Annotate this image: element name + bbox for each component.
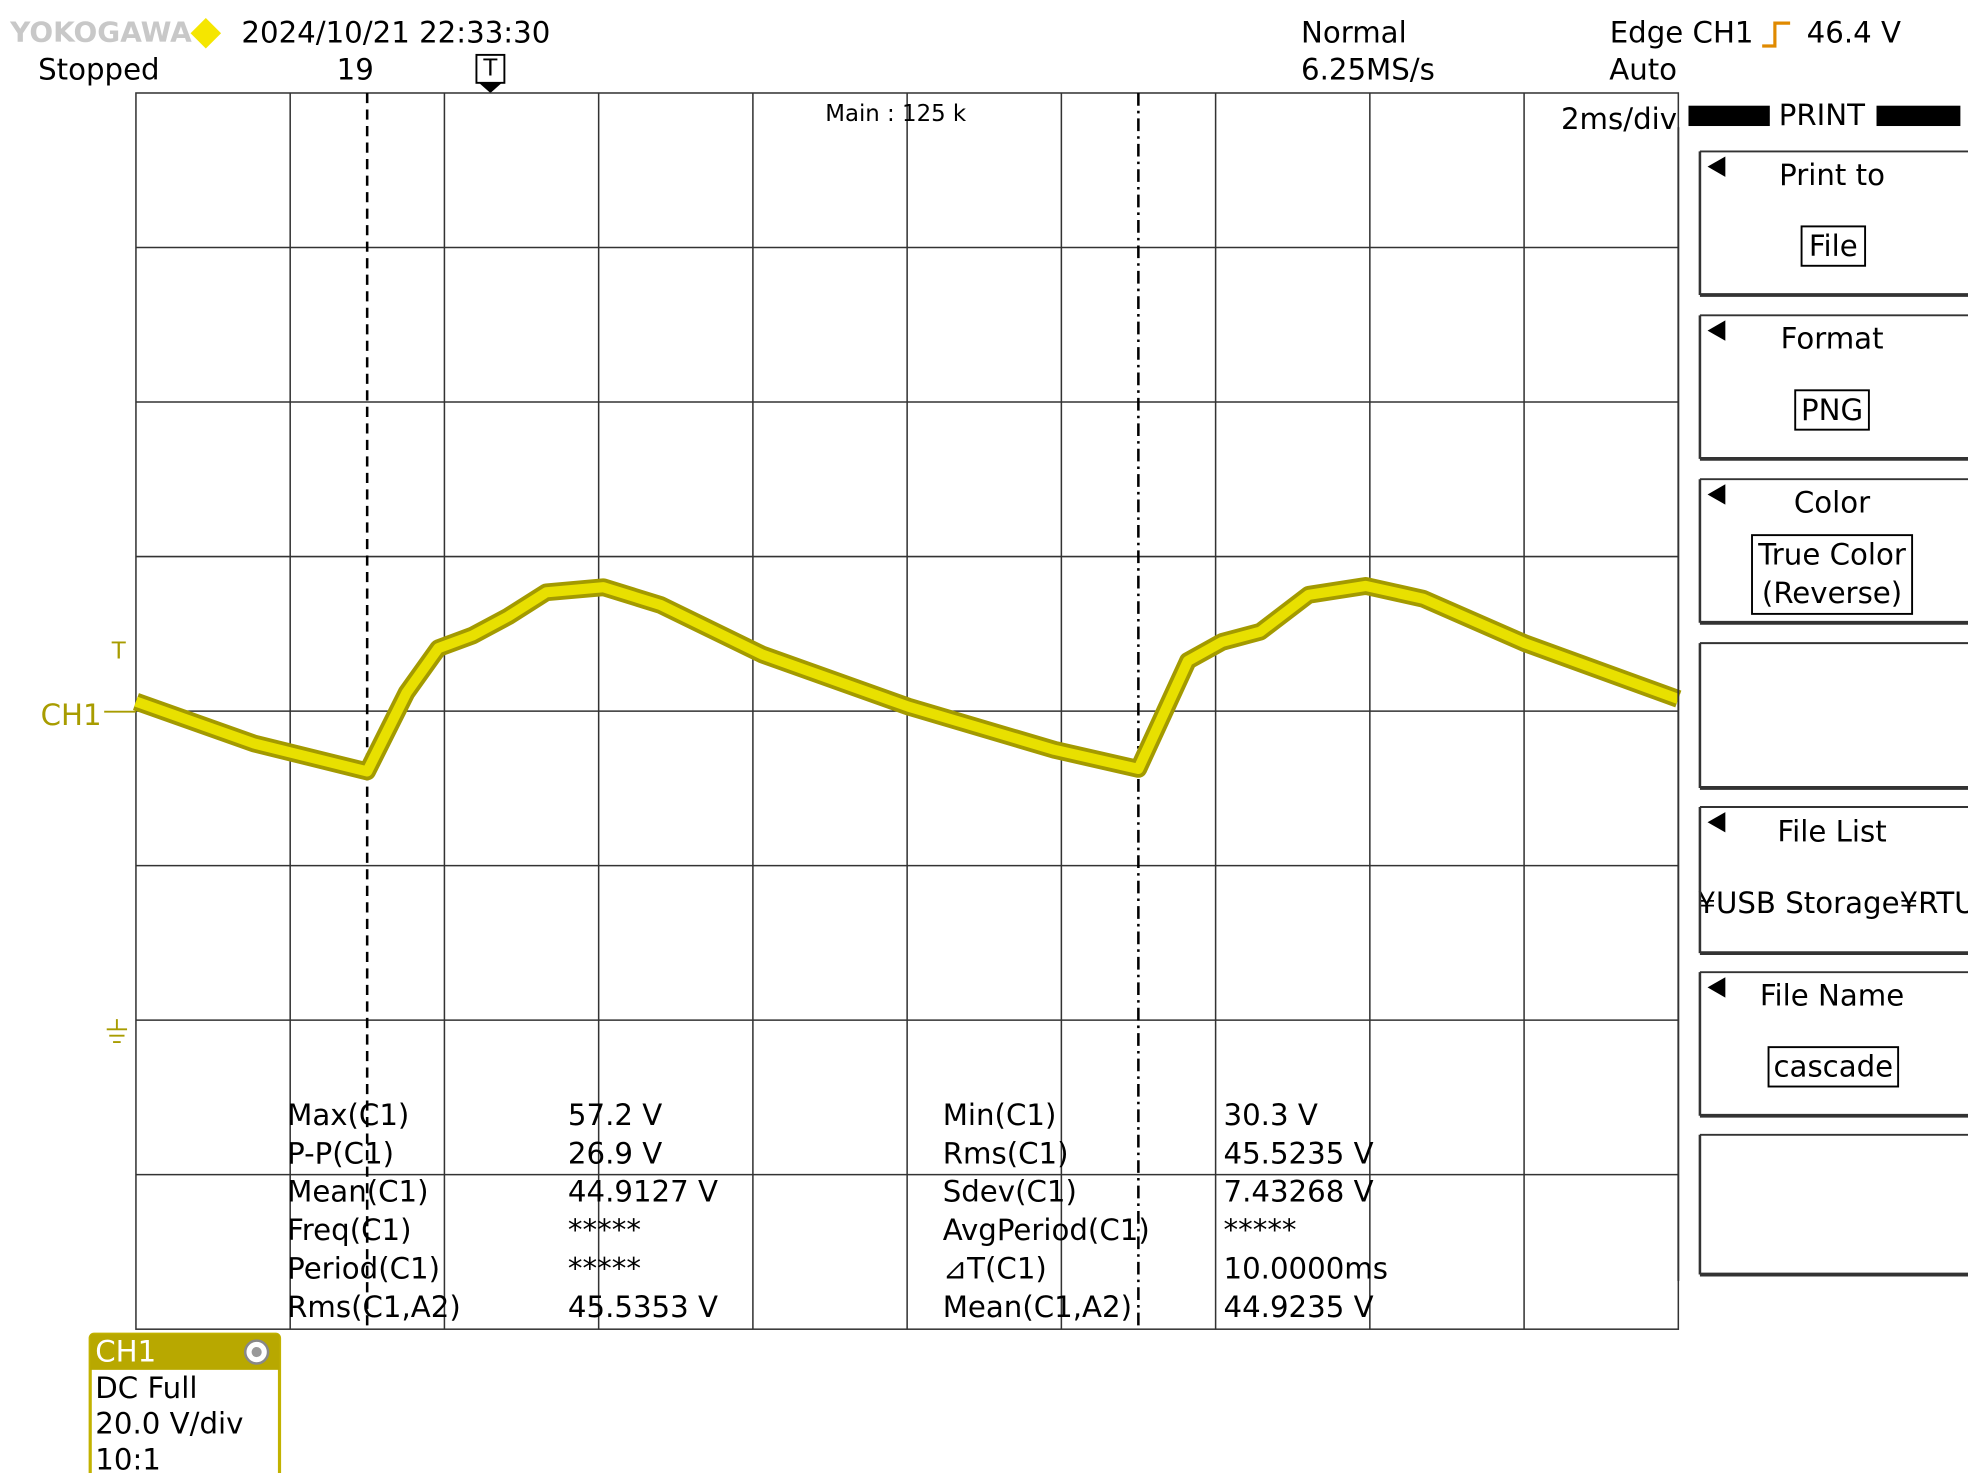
softkey-arrow: [1707, 977, 1726, 998]
trigger-source: Edge CH1: [1610, 16, 1754, 50]
value-box: [1751, 534, 1914, 615]
measure-value: 44.9235 V: [1223, 1290, 1373, 1324]
value-box: [1767, 1046, 1900, 1088]
measure-label: Rms(C1,A2): [287, 1290, 461, 1324]
softkey-arrow: [1707, 320, 1726, 341]
measure-label: AvgPeriod(C1): [943, 1213, 1150, 1247]
measure-label: ⊿T(C1): [943, 1251, 1047, 1285]
softkey-arrow: [1707, 484, 1726, 505]
edge-icon: [1762, 21, 1791, 48]
trigger-mode: Auto: [1609, 52, 1677, 86]
measure-value: 57.2 V: [568, 1098, 662, 1132]
measure-value: 7.43268 V: [1223, 1175, 1373, 1209]
channel-name: CH1: [95, 1334, 156, 1368]
file-name-label: File Name: [1760, 979, 1904, 1013]
ground-marker: [106, 1019, 128, 1044]
record-length: Main : 125 k: [825, 101, 967, 127]
measure-label: Max(C1): [287, 1098, 409, 1132]
measure-value: 45.5235 V: [1223, 1136, 1373, 1170]
measure-value: 26.9 V: [568, 1136, 662, 1170]
file-list-path: ¥USB Storage¥RTU: [1697, 886, 1968, 920]
measure-value: 30.3 V: [1223, 1098, 1317, 1132]
trigger-marker: T: [482, 55, 498, 81]
color-value: True Color: [1757, 538, 1907, 572]
waveform: [134, 580, 1681, 777]
status-icon: [190, 18, 222, 49]
measure-label: P-P(C1): [287, 1136, 394, 1170]
menu-bar-left: [1688, 105, 1770, 127]
probe: 10:1: [95, 1442, 161, 1473]
channel-icon-dot: [251, 1346, 262, 1358]
coupling: DC Full: [95, 1371, 197, 1405]
measure-label: Min(C1): [943, 1098, 1057, 1132]
measure-value: *****: [568, 1251, 641, 1285]
datetime: 2024/10/21 22:33:30: [241, 16, 550, 50]
print-to-value: File: [1809, 229, 1858, 263]
menu-panel: Print to File Format PNG Color True Colo…: [1697, 150, 1968, 1277]
brand: YOKOGAWA: [9, 15, 192, 48]
value-box: [1800, 225, 1867, 267]
measure-value: *****: [568, 1213, 641, 1247]
measure-value: *****: [1223, 1213, 1296, 1247]
acq-mode: Normal: [1301, 16, 1407, 50]
measure-label: Mean(C1): [287, 1175, 428, 1209]
measure-value: 45.5353 V: [568, 1290, 718, 1324]
color-label: Color: [1794, 486, 1871, 520]
softkey-arrow: [1707, 812, 1726, 833]
measure-label: Rms(C1): [943, 1136, 1069, 1170]
measure-label: Sdev(C1): [943, 1175, 1077, 1209]
print-to-label: Print to: [1779, 158, 1885, 192]
measure-value: 10.0000ms: [1223, 1251, 1388, 1285]
menu-title: PRINT: [1779, 98, 1865, 132]
acq-count: 19: [337, 52, 374, 86]
menu-bar-right: [1876, 105, 1961, 127]
trigger-level: 46.4 V: [1807, 16, 1901, 50]
measure-label: Period(C1): [287, 1251, 440, 1285]
softkey-arrow: [1707, 156, 1726, 177]
sample-rate: 6.25MS/s: [1301, 52, 1435, 86]
run-status: Stopped: [38, 52, 160, 86]
file-list-label: File List: [1777, 815, 1886, 849]
value-box: [1794, 389, 1870, 431]
measure-label: Mean(C1,A2): [943, 1290, 1132, 1324]
format-label: Format: [1781, 322, 1884, 356]
measurements: Max(C1) 57.2 V P-P(C1) 26.9 V Mean(C1) 44.912…: [287, 1098, 1388, 1324]
vertical-scale: 20.0 V/div: [95, 1407, 243, 1441]
format-value: PNG: [1801, 393, 1863, 427]
file-name-value: cascade: [1773, 1050, 1893, 1084]
channel-label: CH1: [41, 698, 102, 732]
measure-label: Freq(C1): [287, 1213, 411, 1247]
measure-value: 44.9127 V: [568, 1175, 718, 1209]
timebase: 2ms/div: [1561, 102, 1677, 136]
trigger-arrow: [478, 82, 502, 93]
trigger-level-marker: T: [111, 639, 127, 665]
color-value: (Reverse): [1762, 576, 1902, 610]
